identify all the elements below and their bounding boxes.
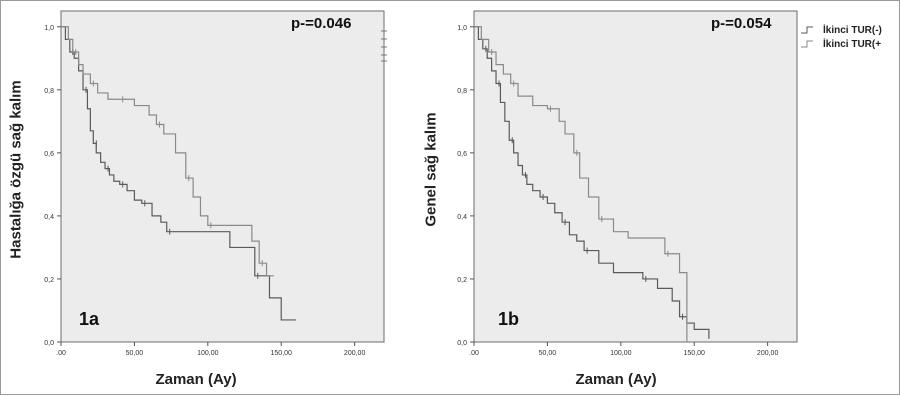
panel-1b-xtick-label: 150,00 <box>684 350 706 357</box>
panel-1a-ytick-label: 0,2 <box>44 277 54 284</box>
panel-1b-ytick-label: 0,8 <box>457 88 467 95</box>
panel-1b-xtick-label: .00 <box>469 350 479 357</box>
panel-1a-label: 1a <box>79 309 100 329</box>
panel-1a-plot-area <box>60 10 385 343</box>
panel-1b-ytick-label: 0,4 <box>457 214 467 221</box>
panel-1a-ytick-label: 0,4 <box>44 214 54 221</box>
panel-1b-xtick-label: 200,00 <box>757 350 779 357</box>
panel-1a-xtick-label: 100,00 <box>197 350 219 357</box>
panel-1a-ytick-label: 0,8 <box>44 88 54 95</box>
panel-1a-xtick-label: .00 <box>56 350 66 357</box>
panel-1a-series-tur-minus-line <box>61 26 296 321</box>
panel-1a-ylabel: Hastalığa özgü sağ kalım <box>7 80 25 259</box>
legend-item-tur-plus: İkinci TUR(+ <box>823 39 882 50</box>
panel-1b-series-tur-plus-line <box>474 26 688 342</box>
panel-1b-ytick-label: 0,2 <box>457 277 467 284</box>
panel-1b-pvalue: p-=0.054 <box>711 15 772 32</box>
panel-1b-ytick-label: 1,0 <box>457 25 467 32</box>
panel-1b-xtick-label: 100,00 <box>610 350 632 357</box>
panel-1b-xlabel: Zaman (Ay) <box>575 371 657 388</box>
legend-swatch-tur-minus <box>801 26 813 34</box>
panel-1a-xtick-label: 150,00 <box>271 350 293 357</box>
panel-1b-ylabel: Genel sağ kalım <box>422 112 440 227</box>
panel-1a-ytick-label: 0,0 <box>44 340 54 347</box>
panel-1b-ytick-label: 0,6 <box>457 151 467 158</box>
legend-item-tur-minus: İkinci TUR(-) <box>823 25 882 36</box>
panel-1a-xtick-label: 200,00 <box>344 350 366 357</box>
panel-1a-xtick-label: 50,00 <box>126 350 144 357</box>
panel-1b-xtick-label: 50,00 <box>539 350 557 357</box>
panel-1a-ytick-label: 0,6 <box>44 151 54 158</box>
panel-1b-label: 1b <box>498 309 520 329</box>
panel-1a-ytick-label: 1,0 <box>44 25 54 32</box>
legend-swatch-tur-plus <box>801 40 813 48</box>
panel-1b-ytick-label: 0,0 <box>457 340 467 347</box>
panel-1a-xlabel: Zaman (Ay) <box>155 371 237 388</box>
panel-1a-pvalue: p-=0.046 <box>291 15 352 32</box>
panel-1b-series-tur-minus-line <box>474 26 710 339</box>
panel-1b-plot-area <box>473 10 798 343</box>
panel-1a-series-tur-plus-line <box>61 26 274 277</box>
